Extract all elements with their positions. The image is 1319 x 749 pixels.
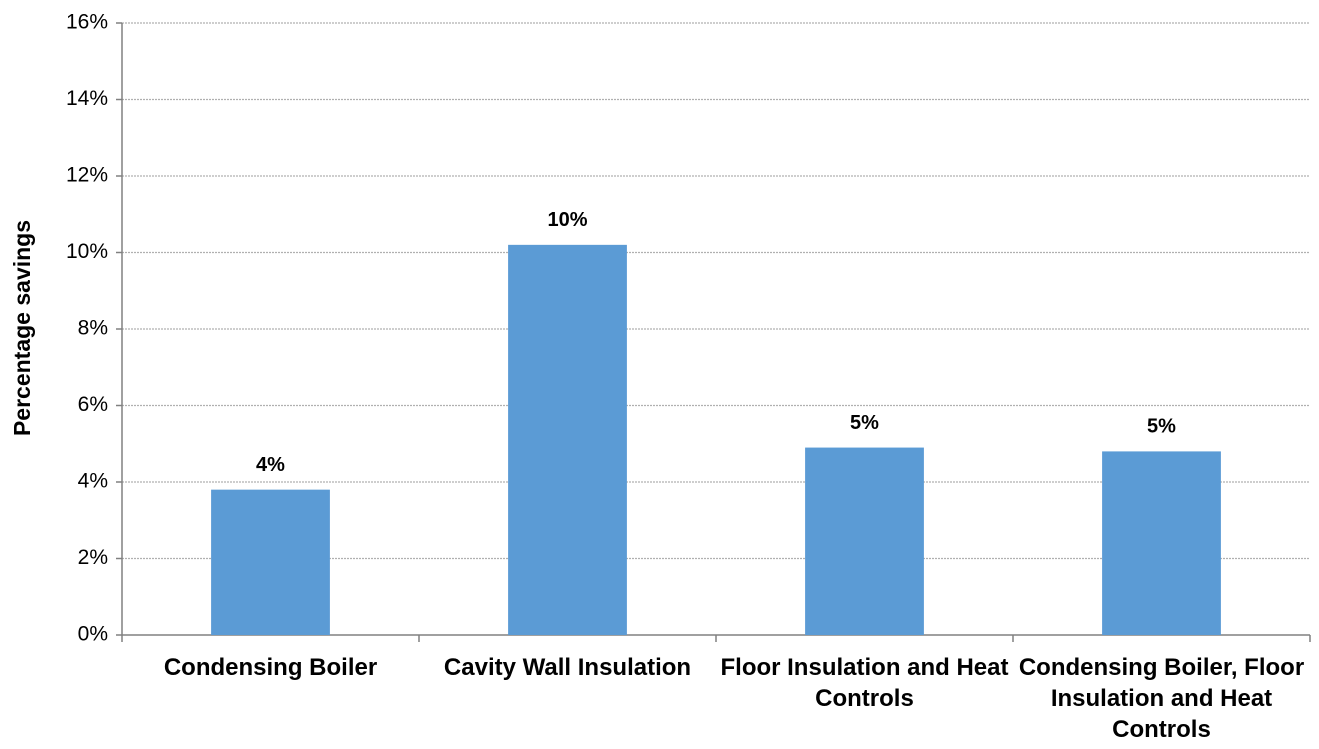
- bar: [211, 489, 330, 635]
- value-label: 4%: [256, 454, 285, 476]
- y-tick-label: 8%: [78, 317, 108, 340]
- y-tick-label: 14%: [66, 87, 108, 110]
- bar: [508, 244, 627, 635]
- value-label: 5%: [1147, 416, 1176, 438]
- x-tick-label: Condensing Boiler, Floor Insulation and …: [1018, 654, 1305, 743]
- y-axis-title: Percentage savings: [9, 220, 35, 436]
- bar: [805, 447, 924, 635]
- x-tick-label: Floor Insulation and Heat Controls: [720, 654, 1009, 712]
- y-tick-label: 0%: [78, 623, 108, 646]
- value-label: 5%: [850, 412, 879, 434]
- x-tick-label: Condensing Boiler: [163, 654, 378, 681]
- bar: [1102, 451, 1221, 635]
- x-tick-label: Cavity Wall Insulation: [443, 654, 692, 681]
- y-tick-label: 6%: [78, 393, 108, 416]
- y-tick-label: 10%: [66, 240, 108, 263]
- y-tick-label: 16%: [66, 11, 108, 34]
- y-tick-label: 12%: [66, 164, 108, 187]
- y-tick-label: 2%: [78, 546, 108, 569]
- y-tick-label: 4%: [78, 470, 108, 493]
- value-label: 10%: [547, 209, 587, 231]
